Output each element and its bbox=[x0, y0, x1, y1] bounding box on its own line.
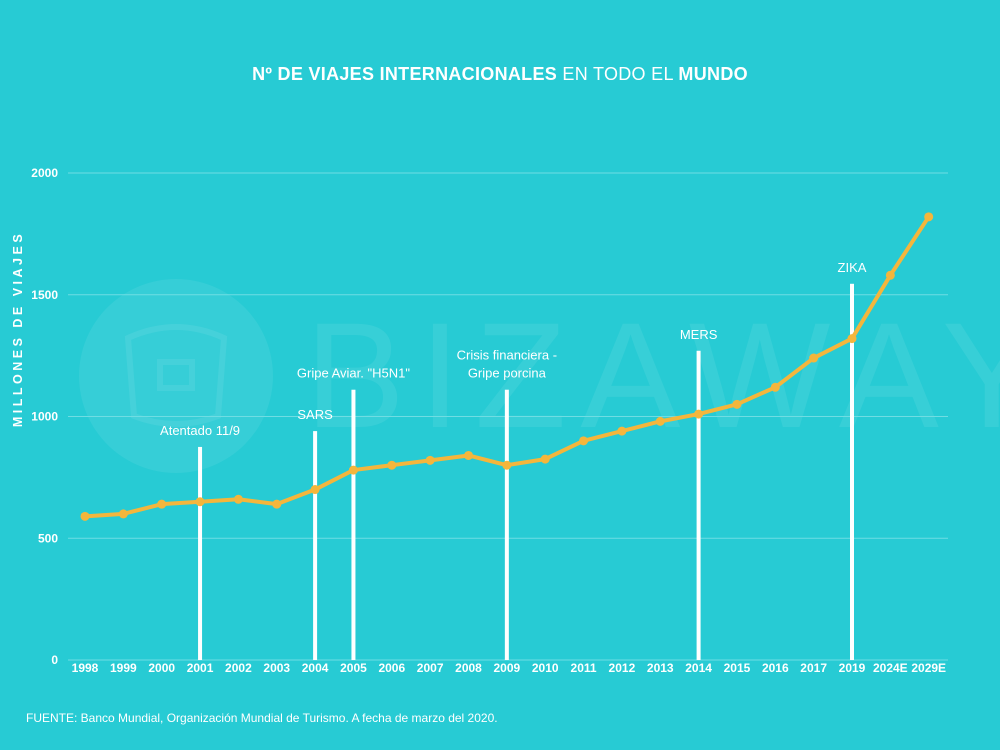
y-tick-label: 1000 bbox=[31, 410, 58, 424]
data-point bbox=[847, 334, 857, 344]
chart-title-part1: Nº DE VIAJES INTERNACIONALES bbox=[252, 64, 558, 84]
event-label: Crisis financiera - bbox=[457, 348, 557, 363]
x-tick-label: 2014 bbox=[685, 661, 712, 675]
x-tick-label: 2008 bbox=[455, 661, 482, 675]
event-label: Gripe porcina bbox=[468, 366, 547, 381]
event-label: ZIKA bbox=[838, 260, 867, 275]
source-footer: FUENTE: Banco Mundial, Organización Mund… bbox=[26, 711, 498, 725]
event-bar bbox=[850, 283, 854, 660]
event-bar bbox=[198, 446, 203, 660]
data-point bbox=[924, 212, 934, 222]
event-bar bbox=[696, 350, 701, 660]
chart-title: Nº DE VIAJES INTERNACIONALES EN TODO EL … bbox=[0, 64, 1000, 85]
x-tick-label: 2000 bbox=[148, 661, 175, 675]
data-point bbox=[655, 416, 665, 426]
data-point bbox=[885, 270, 895, 280]
data-point bbox=[464, 450, 473, 460]
x-tick-label: 2006 bbox=[378, 661, 405, 675]
data-point bbox=[617, 426, 627, 436]
data-point bbox=[157, 499, 167, 509]
event-label: SARS bbox=[297, 407, 333, 422]
data-point bbox=[80, 511, 90, 521]
x-tick-label: 2017 bbox=[800, 661, 827, 675]
chart-title-part3: MUNDO bbox=[678, 64, 748, 84]
watermark-logo bbox=[79, 279, 273, 473]
x-tick-label: 2013 bbox=[647, 661, 674, 675]
data-point bbox=[272, 499, 282, 509]
x-tick-label: 2024E bbox=[873, 661, 908, 675]
data-point bbox=[770, 382, 780, 392]
data-point bbox=[118, 509, 128, 519]
x-tick-label: 2019 bbox=[839, 661, 866, 675]
data-point bbox=[195, 497, 205, 507]
y-tick-label: 2000 bbox=[31, 166, 58, 180]
data-point bbox=[579, 436, 589, 446]
x-tick-label: 1998 bbox=[72, 661, 99, 675]
x-tick-label: 2007 bbox=[417, 661, 444, 675]
data-point bbox=[809, 353, 819, 363]
x-tick-label: 2009 bbox=[493, 661, 520, 675]
data-point bbox=[310, 485, 320, 495]
x-tick-label: 2002 bbox=[225, 661, 252, 675]
x-tick-label: 2029E bbox=[911, 661, 946, 675]
x-tick-label: 2016 bbox=[762, 661, 789, 675]
event-label: Gripe Aviar. "H5N1" bbox=[297, 366, 410, 381]
x-tick-label: 2004 bbox=[302, 661, 329, 675]
y-tick-label: 0 bbox=[51, 653, 58, 667]
y-tick-label: 1500 bbox=[31, 288, 58, 302]
event-bar bbox=[351, 389, 356, 660]
x-tick-label: 2015 bbox=[724, 661, 751, 675]
data-point bbox=[732, 399, 742, 409]
x-tick-label: 2011 bbox=[571, 661, 597, 675]
x-tick-label: 2003 bbox=[263, 661, 290, 675]
event-bar bbox=[313, 431, 318, 660]
event-bar bbox=[504, 389, 509, 660]
data-point bbox=[387, 460, 397, 470]
x-tick-label: 2012 bbox=[609, 661, 636, 675]
chart-title-part2: EN TODO EL bbox=[562, 64, 674, 84]
x-tick-label: 2010 bbox=[532, 661, 559, 675]
x-tick-label: 2005 bbox=[340, 661, 367, 675]
x-tick-label: 2001 bbox=[187, 661, 214, 675]
data-point bbox=[502, 460, 512, 470]
event-label: MERS bbox=[680, 327, 718, 342]
data-point bbox=[348, 465, 358, 475]
data-point bbox=[694, 409, 704, 419]
data-point bbox=[233, 494, 243, 504]
event-label: Atentado 11/9 bbox=[160, 423, 240, 438]
data-point bbox=[425, 455, 435, 465]
data-point bbox=[540, 454, 550, 464]
y-tick-label: 500 bbox=[38, 531, 58, 545]
x-tick-label: 1999 bbox=[110, 661, 137, 675]
